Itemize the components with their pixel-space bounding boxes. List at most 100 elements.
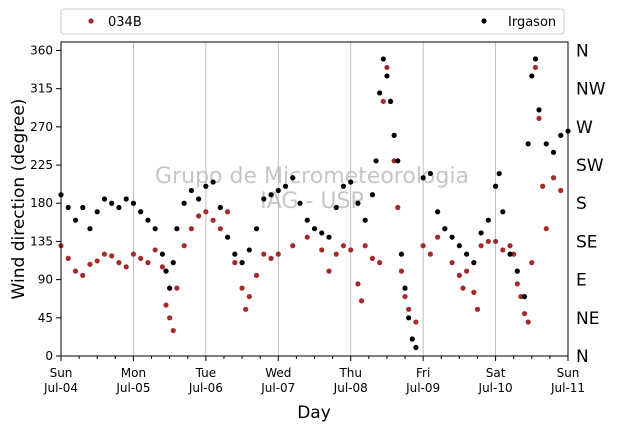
point-s1-63: [456, 243, 462, 249]
point-s1-20: [188, 187, 194, 194]
point-s0-16: [167, 315, 173, 321]
x-tick-label-day-3: Wed: [265, 366, 291, 380]
point-s0-35: [304, 234, 310, 240]
point-s1-7: [109, 200, 115, 206]
grid-lines: [133, 42, 496, 356]
y-axis-label: Wind direction (degree): [9, 99, 29, 300]
point-s0-66: [485, 238, 491, 245]
point-s1-70: [500, 209, 506, 215]
point-s1-73: [521, 293, 528, 300]
compass-label-6: E: [576, 271, 587, 291]
point-s0-76: [532, 64, 539, 71]
y-tick-label-1: 45: [38, 311, 53, 325]
point-s1-9: [123, 196, 129, 202]
point-s0-25: [224, 209, 231, 215]
point-s1-1: [65, 204, 71, 211]
point-s1-62: [449, 234, 455, 240]
point-s0-50: [395, 204, 401, 211]
point-s0-2: [72, 268, 79, 274]
point-s0-19: [181, 243, 187, 249]
point-s1-30: [261, 196, 267, 202]
point-s1-25: [224, 234, 231, 240]
point-s1-3: [80, 204, 86, 211]
point-s1-78: [543, 141, 549, 147]
point-s0-11: [138, 255, 144, 262]
point-s1-4: [87, 226, 93, 232]
point-s0-61: [460, 285, 466, 291]
point-s1-24: [217, 204, 223, 211]
compass-label-4: S: [576, 194, 587, 214]
point-s1-77: [536, 107, 542, 113]
point-s0-78: [540, 183, 546, 189]
point-s1-19: [181, 200, 187, 206]
point-s0-44: [369, 255, 376, 262]
point-s1-55: [406, 315, 412, 321]
point-s1-45: [369, 192, 376, 198]
point-s1-18: [174, 226, 180, 232]
point-s0-41: [355, 281, 361, 287]
point-s1-69: [496, 170, 502, 177]
point-s0-24: [217, 226, 223, 232]
series-1: [58, 56, 571, 351]
point-s0-64: [474, 306, 481, 312]
point-s1-29: [253, 226, 260, 232]
point-s0-22: [203, 209, 209, 215]
point-s1-33: [282, 183, 289, 189]
point-s0-73: [521, 310, 528, 317]
point-s1-76: [532, 56, 539, 62]
point-s0-37: [326, 268, 332, 274]
point-s1-10: [130, 200, 137, 206]
point-s0-7: [109, 253, 115, 259]
point-s0-31: [261, 251, 267, 257]
x-tick-label-day-0: Sun: [50, 366, 73, 380]
point-s0-45: [377, 260, 383, 266]
point-s0-56: [427, 251, 433, 257]
point-s1-52: [395, 158, 401, 164]
point-s0-32: [268, 255, 274, 262]
compass-labels: N NW W SW S SE E NE N: [576, 41, 606, 367]
compass-label-5: SE: [576, 232, 598, 252]
point-s1-8: [116, 204, 122, 211]
point-s1-21: [196, 196, 202, 202]
point-s0-12: [145, 260, 151, 266]
legend-box: [60, 8, 565, 35]
point-s0-34: [290, 243, 296, 249]
point-s0-27: [239, 285, 245, 291]
point-s1-23: [210, 179, 216, 185]
point-s1-58: [420, 175, 426, 181]
point-s0-10: [130, 251, 137, 257]
y-tick-label-7: 315: [30, 82, 53, 96]
point-s0-49: [391, 158, 397, 164]
x-tick-label-day-2: Tue: [195, 366, 217, 380]
y-tick-label-3: 135: [30, 234, 53, 248]
point-s1-2: [72, 217, 79, 223]
legend-marker-irgason: [481, 18, 487, 24]
y-tick-label-8: 360: [30, 43, 53, 57]
y-axis: 0 45 90 135 180 225 270 315 360: [30, 43, 61, 363]
point-s0-9: [123, 264, 129, 270]
point-s0-81: [558, 187, 564, 194]
point-s1-31: [268, 192, 274, 198]
compass-label-2: W: [576, 118, 593, 138]
point-s1-46: [373, 158, 379, 164]
point-s0-33: [275, 251, 281, 257]
compass-label-8: N: [576, 347, 589, 367]
point-s1-22: [203, 183, 209, 189]
point-s1-12: [145, 217, 151, 223]
point-s1-54: [402, 285, 408, 291]
point-s0-59: [449, 260, 455, 266]
point-s1-80: [558, 132, 564, 138]
point-s0-46: [380, 98, 386, 105]
point-s0-36: [319, 247, 325, 253]
x-tick-label-day-1: Mon: [121, 366, 146, 380]
point-s0-28: [243, 306, 249, 312]
point-s0-14: [159, 264, 165, 270]
point-s1-26: [232, 251, 238, 257]
compass-label-7: NE: [576, 309, 599, 329]
point-s0-18: [174, 285, 180, 291]
point-s0-20: [188, 226, 194, 232]
point-s1-72: [514, 268, 520, 274]
point-s1-40: [333, 204, 339, 211]
point-s0-47: [384, 64, 390, 71]
point-s1-53: [398, 251, 405, 257]
